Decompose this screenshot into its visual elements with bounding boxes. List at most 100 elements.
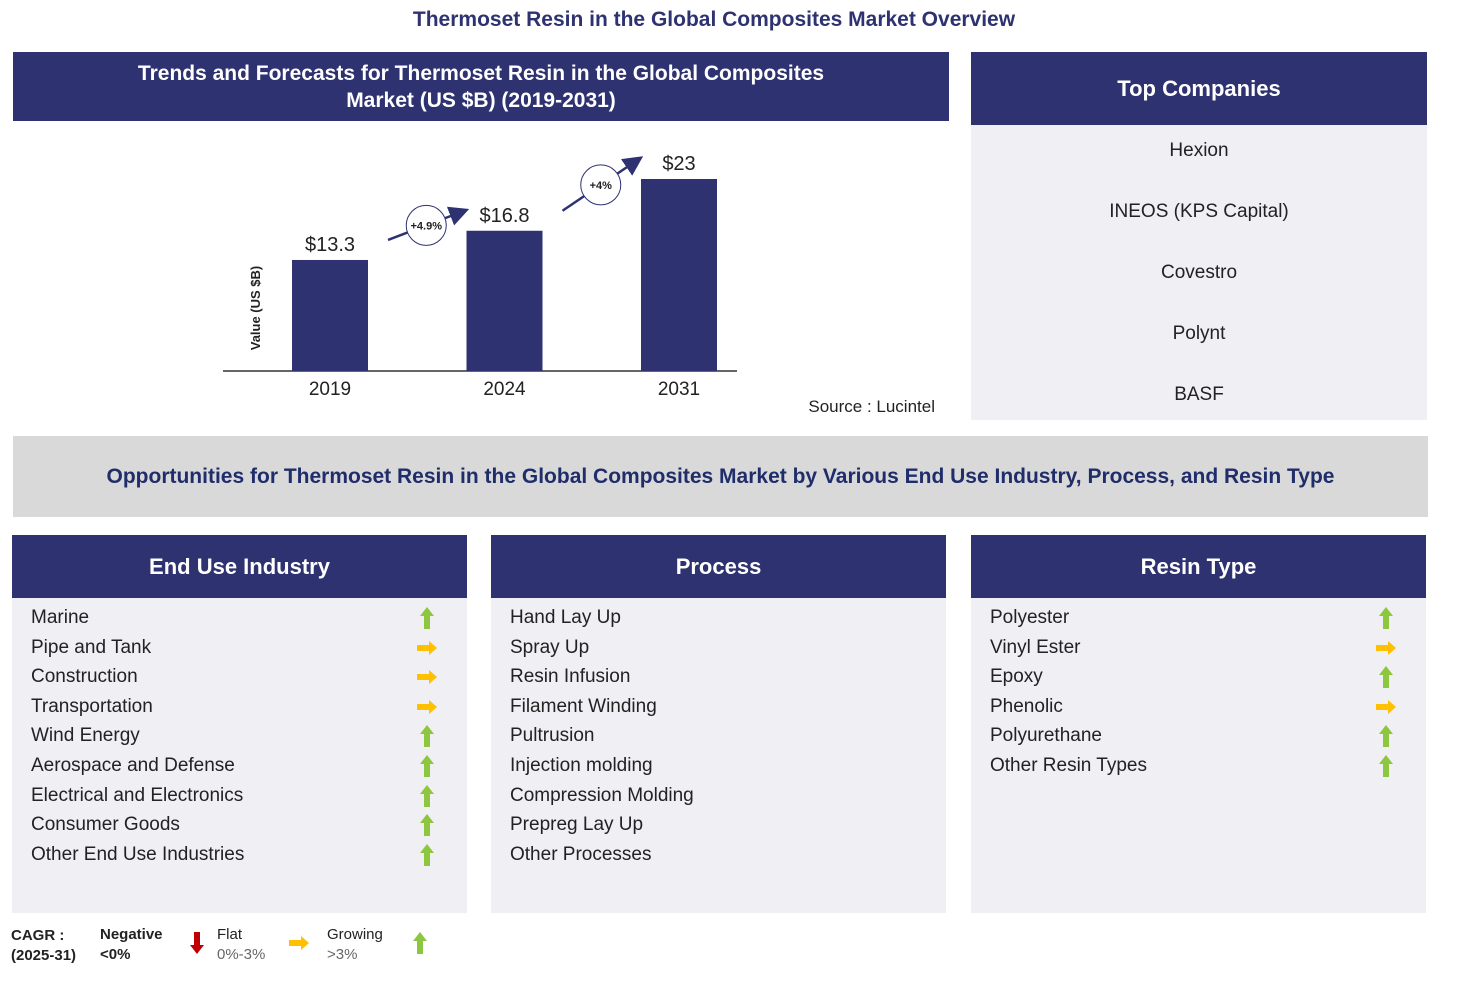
segment-panel [12,535,467,913]
segment-item: Other Resin Types [990,755,1148,776]
segment-item: Injection molding [510,755,653,776]
segment-item: Consumer Goods [31,814,180,836]
segment-title: Resin Type [971,535,1426,598]
bar [466,230,543,371]
segment-item: Marine [31,607,90,628]
page-title: Thermoset Resin in the Global Composites… [412,8,1016,31]
trend-arrow [417,640,437,655]
legend-label: CAGR : [11,927,65,944]
opportunities-title: Opportunities for Thermoset Resin in the… [13,436,1428,517]
source: Source : Lucintel [808,397,935,416]
segment-item: Filament Winding [510,695,657,717]
segment-item: Other Processes [510,843,652,865]
trend-arrow [1379,666,1393,689]
trend-arrow-shape [417,699,437,714]
trend-arrow-shape [1379,666,1393,689]
trend-arrow [420,784,434,807]
segment-item: Transportation [31,695,153,717]
growth-circle [405,204,447,246]
trend-arrow-shape [1379,607,1393,629]
segment-item: Wind Energy [31,725,140,747]
x-tick-label: 2019 [309,379,351,400]
growth-label: +4% [590,180,613,192]
trend-arrow [417,699,437,714]
segment-item: Prepreg Lay Up [510,814,644,836]
trend-arrow [420,755,434,777]
trend-arrow [190,932,204,954]
segment-item: Polyester [990,607,1070,628]
legend-period: (2025-31) [11,947,77,964]
trend-arrow-shape [420,607,434,629]
trend-arrow-shape [420,784,434,807]
segment-item: Pipe and Tank [31,636,152,658]
company: INEOS (KPS Capital) [1109,201,1289,222]
company: Hexion [1169,140,1229,161]
trend-arrow-shape [190,932,204,954]
segment-item: Resin Infusion [510,666,631,688]
company: BASF [1174,384,1224,405]
legend-name: Flat [217,926,243,943]
companies-title: Top Companies [971,52,1427,125]
segment-item: Phenolic [990,695,1063,717]
trend-arrow [417,670,437,685]
segment-item: Hand Lay Up [510,607,621,628]
trend-arrow [420,843,434,866]
segment-panel [971,535,1426,913]
segment-title: End Use Industry [12,535,467,598]
trend-arrow-shape [289,936,309,950]
company: Polynt [1172,323,1226,344]
trend-arrow-shape [417,640,437,655]
company: Covestro [1160,262,1238,283]
trend-arrow-shape [1376,699,1396,714]
segment-item: Polyurethane [990,725,1102,747]
trend-arrow-shape [420,755,434,777]
segment-item: Aerospace and Defense [31,755,235,776]
trend-arrow [413,932,427,954]
bar [292,259,368,371]
trend-arrow-shape [1376,640,1396,655]
segment-item: Vinyl Ester [990,636,1081,658]
legend-range: <0% [100,946,131,963]
trend-arrow [1376,640,1396,655]
trend-arrow-shape [413,932,427,954]
bar [641,179,717,371]
segment-item: Compression Molding [510,784,694,806]
segment-item: Construction [31,666,138,688]
y-axis-label: Value (US $B) [248,266,263,351]
x-tick-label: 2024 [483,379,526,400]
trend-arrow-shape [417,670,437,685]
trend-arrow [1379,725,1393,748]
legend-name: Growing [327,926,383,943]
segment-item: Spray Up [510,636,590,658]
chart: Value (US $B) $13.3 2019 $16.8 2024 $23 2031 +4… [223,153,935,416]
legend-range: >3% [327,946,358,963]
segment-panel [491,535,946,913]
segment-item: Electrical and Electronics [31,784,244,806]
segment-item: Epoxy [990,666,1043,688]
trend-arrow-shape [420,843,434,866]
growth-circle [580,164,622,206]
value-label: $13.3 [305,234,355,256]
value-label: $23 [662,153,695,175]
trend-arrow-shape [1379,755,1393,777]
legend-range: 0%-3% [217,946,266,963]
legend-name: Negative [100,926,163,943]
growth-label: +4.9% [411,220,443,232]
x-tick-label: 2031 [658,379,700,400]
trend-arrow [1379,755,1393,777]
trend-arrow-shape [420,814,434,837]
trend-arrow-shape [420,725,434,748]
segment-title: Process [491,535,946,598]
trend-arrow [289,936,309,950]
segment-item: Pultrusion [510,725,595,747]
value-label: $16.8 [479,205,529,227]
trend-arrow [420,607,434,629]
chart-title: Trends and Forecasts for Thermoset Resin… [13,52,949,121]
segment-item: Other End Use Industries [31,843,245,865]
trend-arrow [420,814,434,837]
trend-arrow [1376,699,1396,714]
trend-arrow-shape [1379,725,1393,748]
trend-arrow [420,725,434,748]
trend-arrow [1379,607,1393,629]
